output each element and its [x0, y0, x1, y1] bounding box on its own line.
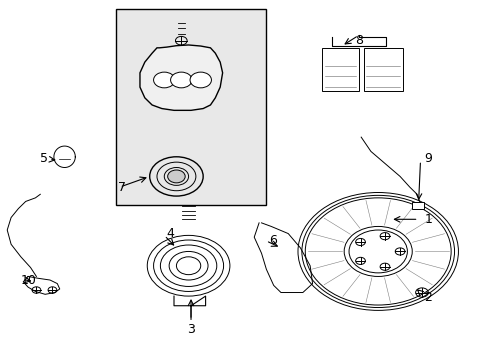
- Text: 3: 3: [187, 323, 195, 336]
- Bar: [322, 48, 358, 91]
- Text: 9: 9: [424, 152, 431, 165]
- Text: 2: 2: [424, 291, 431, 305]
- Polygon shape: [140, 45, 222, 111]
- Text: 10: 10: [21, 274, 37, 287]
- Text: 5: 5: [40, 152, 47, 165]
- FancyBboxPatch shape: [116, 9, 266, 205]
- Circle shape: [190, 72, 211, 88]
- Circle shape: [170, 72, 192, 88]
- Bar: [363, 48, 402, 91]
- Text: 6: 6: [268, 234, 276, 247]
- Bar: [411, 202, 424, 208]
- Text: 7: 7: [118, 181, 126, 194]
- Text: 4: 4: [166, 227, 174, 240]
- Circle shape: [167, 170, 185, 183]
- Text: 8: 8: [354, 33, 362, 46]
- Text: 1: 1: [424, 213, 431, 226]
- Circle shape: [153, 72, 175, 88]
